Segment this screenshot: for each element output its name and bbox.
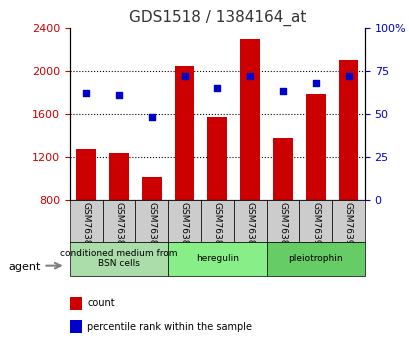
Point bbox=[115, 92, 122, 98]
Text: GSM76385: GSM76385 bbox=[147, 202, 156, 252]
Text: agent: agent bbox=[8, 263, 40, 272]
Bar bbox=[338, 60, 357, 200]
Text: GSM76391: GSM76391 bbox=[343, 202, 352, 252]
Text: count: count bbox=[87, 298, 115, 308]
Text: GSM76386: GSM76386 bbox=[180, 202, 189, 252]
Bar bbox=[109, 152, 128, 200]
Bar bbox=[240, 39, 259, 200]
Text: GSM76388: GSM76388 bbox=[245, 202, 254, 252]
Bar bbox=[207, 117, 227, 200]
FancyBboxPatch shape bbox=[266, 200, 299, 242]
FancyBboxPatch shape bbox=[168, 241, 266, 276]
FancyBboxPatch shape bbox=[135, 200, 168, 242]
Bar bbox=[305, 95, 325, 200]
Point bbox=[181, 73, 187, 79]
Text: pleiotrophin: pleiotrophin bbox=[288, 254, 342, 263]
FancyBboxPatch shape bbox=[70, 200, 102, 242]
Bar bbox=[76, 149, 96, 200]
Text: GSM76383: GSM76383 bbox=[81, 202, 90, 252]
Text: heregulin: heregulin bbox=[196, 254, 238, 263]
FancyBboxPatch shape bbox=[233, 200, 266, 242]
Bar bbox=[142, 177, 161, 200]
Bar bbox=[174, 66, 194, 200]
Point bbox=[83, 90, 89, 96]
Text: GSM76384: GSM76384 bbox=[114, 202, 123, 251]
FancyBboxPatch shape bbox=[266, 241, 364, 276]
Point bbox=[312, 80, 318, 86]
Text: GSM76389: GSM76389 bbox=[278, 202, 287, 252]
Text: conditioned medium from
BSN cells: conditioned medium from BSN cells bbox=[60, 249, 177, 268]
Bar bbox=[70, 320, 81, 333]
FancyBboxPatch shape bbox=[331, 200, 364, 242]
FancyBboxPatch shape bbox=[102, 200, 135, 242]
Point bbox=[148, 115, 155, 120]
FancyBboxPatch shape bbox=[168, 200, 200, 242]
FancyBboxPatch shape bbox=[299, 200, 331, 242]
Point bbox=[279, 89, 285, 94]
Title: GDS1518 / 1384164_at: GDS1518 / 1384164_at bbox=[128, 10, 305, 26]
Point bbox=[344, 73, 351, 79]
Text: percentile rank within the sample: percentile rank within the sample bbox=[87, 322, 252, 332]
FancyBboxPatch shape bbox=[200, 200, 233, 242]
Bar bbox=[70, 297, 81, 310]
Text: GSM76387: GSM76387 bbox=[212, 202, 221, 252]
Text: GSM76390: GSM76390 bbox=[310, 202, 319, 252]
Point bbox=[213, 85, 220, 91]
Bar bbox=[272, 138, 292, 200]
FancyBboxPatch shape bbox=[70, 241, 168, 276]
Point bbox=[246, 73, 253, 79]
